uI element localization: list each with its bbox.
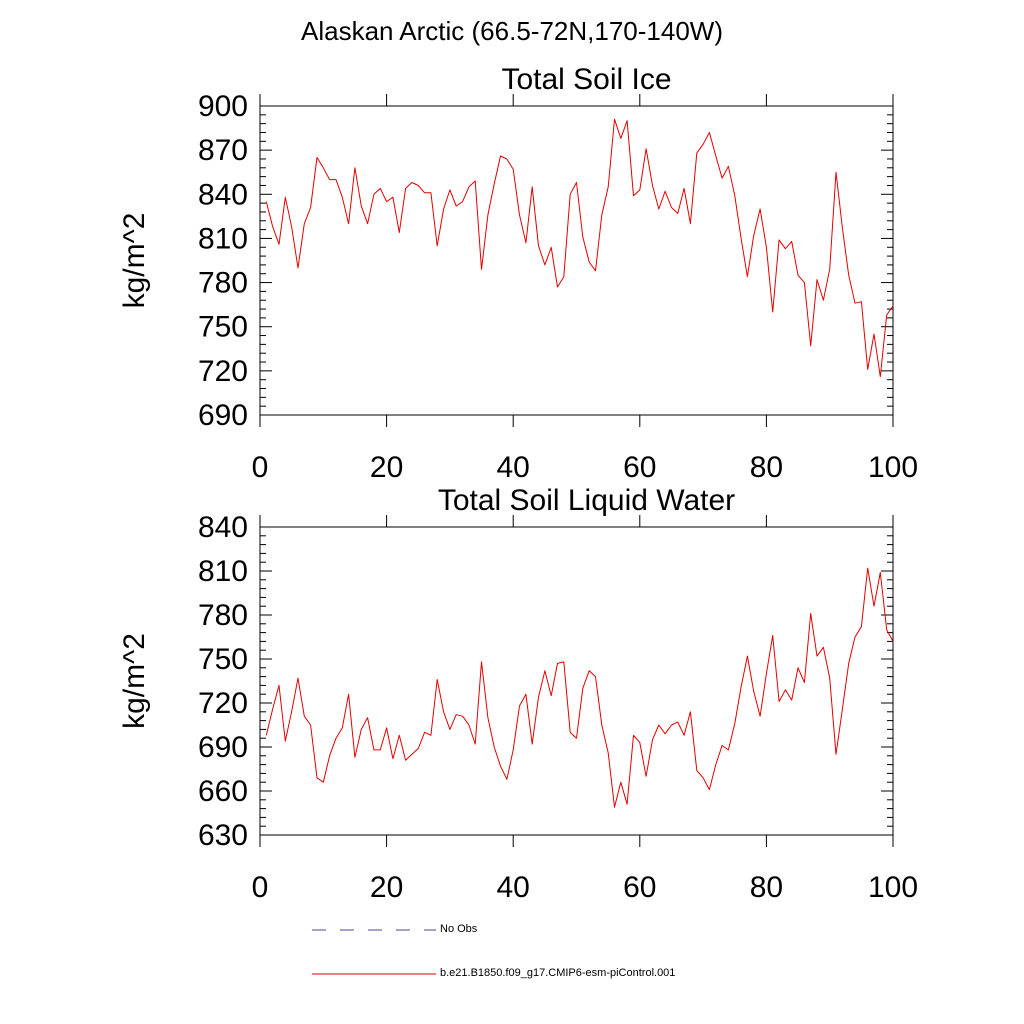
chart-panel-1: Total Soil Ice kg/m^2 690 720 750 780 810 840 87… xyxy=(118,63,918,484)
y-tick-label: 810 xyxy=(198,222,248,255)
x-tick-label: 40 xyxy=(497,451,530,484)
chart-title: Total Soil Ice xyxy=(501,63,671,96)
x-tick-label: 80 xyxy=(750,451,783,484)
y-tick-label: 750 xyxy=(198,643,248,676)
x-tick-label: 0 xyxy=(252,451,269,484)
x-tick-label: 0 xyxy=(252,871,269,904)
legend-label: b.e21.B1850.f09_g17.CMIP6-esm-piControl.… xyxy=(440,967,676,979)
y-tick-label: 690 xyxy=(198,731,248,764)
y-axis-label: kg/m^2 xyxy=(118,633,151,729)
y-tick-label: 630 xyxy=(198,819,248,852)
y-tick-label: 840 xyxy=(198,511,248,544)
plot-frame xyxy=(259,526,894,836)
y-tick-label: 660 xyxy=(198,775,248,808)
x-tick-label: 20 xyxy=(370,451,403,484)
x-tick-label: 40 xyxy=(497,871,530,904)
legend-line-dashed xyxy=(312,929,436,931)
y-tick-label: 840 xyxy=(198,178,248,211)
y-tick-label: 900 xyxy=(198,90,248,123)
series-line xyxy=(265,118,894,378)
y-tick-label: 870 xyxy=(198,134,248,167)
y-tick-label: 810 xyxy=(198,555,248,588)
plot-frame xyxy=(259,105,894,416)
x-tick-label: 60 xyxy=(623,451,656,484)
y-tick-label: 750 xyxy=(198,311,248,344)
legend-line-solid xyxy=(312,973,436,975)
y-tick-label: 780 xyxy=(198,599,248,632)
x-tick-label: 100 xyxy=(868,871,918,904)
x-tick-label: 60 xyxy=(623,871,656,904)
legend-label: No Obs xyxy=(440,923,478,935)
x-tick-label: 20 xyxy=(370,871,403,904)
x-tick-label: 80 xyxy=(750,871,783,904)
y-tick-label: 690 xyxy=(198,399,248,432)
y-tick-label: 720 xyxy=(198,687,248,720)
figure-suptitle: Alaskan Arctic (66.5-72N,170-140W) xyxy=(301,16,723,46)
chart-title: Total Soil Liquid Water xyxy=(438,484,735,517)
series-line xyxy=(265,567,894,808)
y-axis-label: kg/m^2 xyxy=(118,213,151,309)
y-tick-label: 720 xyxy=(198,355,248,388)
chart-panel-2: Total Soil Liquid Water kg/m^2 630 660 690 72… xyxy=(118,484,918,904)
x-tick-label: 100 xyxy=(868,451,918,484)
y-tick-label: 780 xyxy=(198,267,248,300)
